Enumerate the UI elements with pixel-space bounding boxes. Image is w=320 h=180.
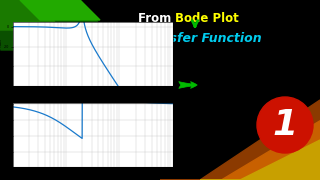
Text: $G(s) = \dfrac{8}{(s^2+4)(s+1)(s+2)}$: $G(s) = \dfrac{8}{(s^2+4)(s+1)(s+2)}$ (202, 72, 269, 88)
Text: From: From (138, 12, 175, 25)
Polygon shape (200, 140, 320, 180)
Text: Bode Plot: Bode Plot (175, 12, 239, 25)
Text: 1: 1 (272, 108, 298, 142)
Polygon shape (20, 0, 100, 20)
Polygon shape (160, 100, 320, 180)
Polygon shape (0, 0, 60, 30)
X-axis label: Frequency (rad/s): Frequency (rad/s) (77, 94, 108, 98)
Circle shape (257, 97, 313, 153)
Polygon shape (220, 120, 320, 180)
Text: Transfer Function: Transfer Function (139, 32, 261, 45)
X-axis label: Frequency (rad/s): Frequency (rad/s) (77, 175, 108, 179)
Polygon shape (0, 0, 120, 50)
Y-axis label: Magnitude (dB): Magnitude (dB) (0, 39, 3, 69)
